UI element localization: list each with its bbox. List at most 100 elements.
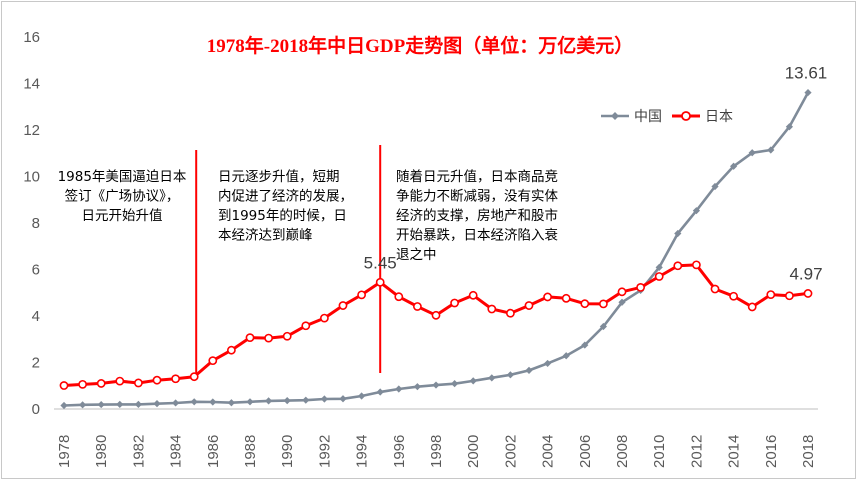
data-point [320, 395, 328, 403]
data-point [618, 298, 626, 306]
data-point [394, 292, 404, 302]
data-point [505, 308, 515, 318]
data-point [599, 322, 607, 331]
series-layer [59, 88, 813, 410]
data-point [59, 381, 69, 390]
y-tick-label: 6 [32, 262, 40, 279]
data-point [432, 381, 440, 389]
data-label: 4.97 [789, 264, 822, 283]
data-point [96, 379, 106, 388]
data-point [319, 313, 329, 323]
data-label: 5.45 [364, 253, 397, 272]
data-point [302, 396, 310, 404]
x-tick-label: 1988 [242, 435, 259, 468]
data-point [469, 377, 477, 385]
data-point [673, 261, 683, 271]
data-point [617, 287, 627, 297]
data-point [543, 292, 552, 302]
x-tick-label: 2002 [502, 435, 519, 468]
annotation-text: 退之中 [396, 247, 437, 263]
x-tick-label: 2014 [726, 435, 743, 468]
x-tick-label: 1990 [279, 435, 296, 468]
data-point [376, 388, 384, 396]
annotation-text: 争能力不断减弱，没有实体 [396, 189, 558, 205]
data-point [171, 374, 180, 384]
x-tick-label: 1994 [354, 435, 371, 468]
x-tick-label: 1986 [205, 435, 222, 468]
data-point [283, 397, 291, 405]
data-point [375, 277, 385, 287]
data-point [190, 398, 198, 406]
x-tick-label: 2016 [763, 435, 780, 468]
data-point [803, 289, 813, 298]
data-point [450, 298, 459, 308]
data-point [711, 182, 719, 191]
y-tick-label: 4 [32, 308, 40, 325]
data-point [264, 333, 273, 343]
data-point [226, 345, 236, 355]
data-point [655, 263, 663, 272]
data-point [79, 401, 87, 409]
x-tick-label: 1996 [391, 435, 408, 468]
data-point [189, 372, 199, 382]
annotation-text: 经济的支撑，房地产和股市 [396, 207, 558, 224]
data-point [134, 400, 142, 408]
data-point [412, 302, 422, 311]
data-point [525, 366, 533, 375]
legend-marker [681, 111, 691, 121]
data-point [208, 356, 218, 366]
series-line [63, 263, 809, 387]
data-point [692, 260, 701, 270]
data-point [766, 290, 776, 300]
annotation-text: 1985年美国逼迫日本 [58, 169, 187, 185]
y-tick-label: 16 [23, 29, 40, 46]
data-point [785, 123, 793, 131]
data-point [747, 302, 757, 312]
data-point [804, 88, 812, 97]
data-point [580, 299, 590, 309]
y-tick-label: 12 [23, 122, 40, 139]
x-tick-label: 1980 [93, 435, 110, 468]
data-point [674, 229, 682, 238]
x-tick-label: 2000 [465, 435, 482, 468]
data-point [729, 291, 738, 301]
data-point [524, 301, 534, 310]
data-point [172, 399, 180, 407]
data-point [544, 359, 552, 368]
legend-item: 日本 [672, 108, 733, 124]
data-point [301, 321, 311, 331]
data-point [357, 290, 366, 300]
data-point [246, 398, 254, 406]
data-point [710, 284, 720, 294]
data-labels: 13.61 5.45 4.97 [364, 64, 828, 284]
x-tick-label: 2010 [651, 435, 668, 468]
y-tick-label: 8 [32, 215, 40, 232]
annotation-text: 随着日元升值，日本商品竞 [396, 168, 558, 185]
data-point [339, 395, 347, 403]
x-tick-label: 1978 [56, 435, 73, 468]
data-point [282, 331, 292, 341]
data-point [730, 162, 738, 170]
x-tick-label: 2004 [540, 435, 557, 468]
chart-title: 1978年-2018年中日GDP走势图（单位：万亿美元） [207, 34, 633, 57]
annotation-text: 开始暴跌，日本经济陷入衰 [396, 227, 558, 244]
legend: 中国 日本 [601, 108, 733, 124]
data-point [561, 293, 571, 303]
data-point [451, 380, 459, 388]
data-point [338, 301, 348, 310]
axes: 0 2 4 6 8 10 12 14 16 1978 1980 1982 1984 1986 1988 199… [23, 29, 818, 468]
data-point [767, 146, 775, 154]
annotation-text: 本经济达到巅峰 [218, 228, 313, 244]
data-point [153, 400, 161, 408]
legend-label: 日本 [705, 108, 733, 124]
x-tick-label: 1992 [316, 435, 333, 468]
data-point [395, 385, 403, 393]
data-point [358, 392, 366, 400]
annotation-text: 日元开始升值 [82, 208, 163, 224]
annotation-text: 到1995年的时候，日 [218, 208, 347, 224]
data-point [116, 400, 124, 408]
data-point [60, 401, 68, 410]
x-tick-label: 2006 [577, 435, 594, 468]
data-point [581, 341, 589, 349]
